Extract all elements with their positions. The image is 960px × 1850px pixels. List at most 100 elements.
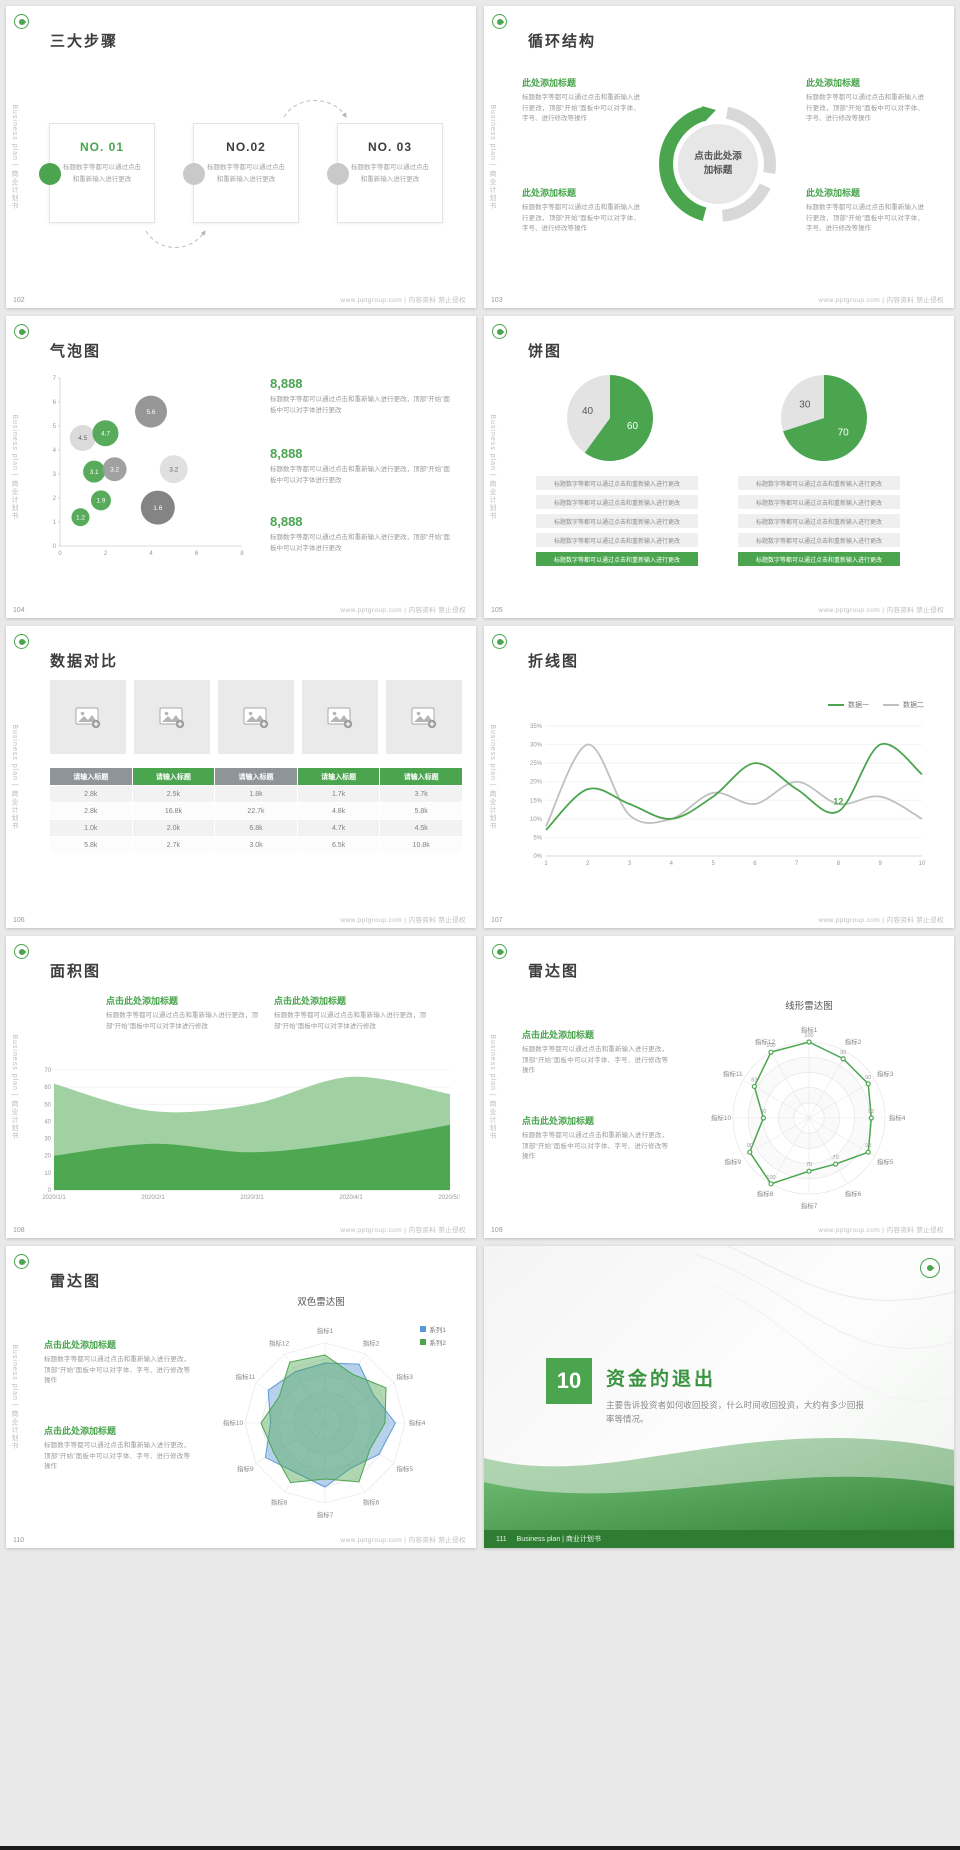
slide-103[interactable]: 点击此处添加标题 此处添加标题 标题数字等都可以通过点击和重新输入进行更改，顶部… [484,6,954,308]
brand-logo-icon [492,944,507,959]
svg-text:指标2: 指标2 [363,1338,380,1347]
footer-site: www.pptgroup.com | 内容资料 禁止侵权 [340,1227,466,1234]
slide-title: 雷达图 [50,1273,102,1290]
pie-note-row: 标题数字等都可以通过点击和重新输入进行更改 [738,514,900,528]
brand-logo-icon [492,634,507,649]
pie-note-row: 标题数字等都可以通过点击和重新输入进行更改 [738,495,900,509]
table-row: 2.8k 16.8k 22.7k 4.8k 5.8k [50,803,462,819]
slides-grid: NO. 01 标题数字等都可以通过点击和重新输入进行更改 NO.02 标题数字等… [6,6,954,1548]
step-bulge-icon [327,163,349,185]
svg-text:5: 5 [53,424,57,430]
footer-site: www.pptgroup.com | 内容资料 禁止侵权 [340,917,466,924]
slide-105[interactable]: 60 40 70 30 标题数字等都可以通过点击和重新输入进行更改 标题数字等都可以通… [484,316,954,618]
block-heading: 此处添加标题 [522,188,577,198]
legend-item: 数据一 [828,700,869,710]
step-number: NO. 01 [79,140,124,154]
svg-text:40: 40 [44,1119,51,1125]
stat-block: 8,888 标题数字等都可以通过点击和重新输入进行更改，顶部“开始”面板中可以对… [270,446,450,486]
screen-edge-bar [0,1846,960,1850]
svg-text:1: 1 [544,861,548,867]
block-body: 标题数字等都可以通过点击和重新输入进行更改，顶部“开始”面板中可以对字体进行修改 [274,1012,426,1030]
svg-text:4.7: 4.7 [101,430,110,437]
svg-text:1.2: 1.2 [76,514,85,521]
step-body: 标题数字等都可以通过点击和重新输入进行更改 [351,164,429,183]
table-cell: 16.8k [132,803,215,819]
radar-heading-block: 点击此处添加标题 标题数字等都可以通过点击和重新输入进行更改，顶部“开始”面板中… [44,1424,190,1473]
slide-title: 循环结构 [528,33,597,50]
svg-text:20%: 20% [530,780,543,786]
brand-logo-icon [492,14,507,29]
footer-site: www.pptgroup.com | 内容资料 禁止侵权 [818,917,944,924]
footer-label: Business plan | 商业计划书 [516,1536,601,1543]
step-card-1: NO. 01 标题数字等都可以通过点击和重新输入进行更改 [39,123,155,223]
svg-text:10: 10 [44,1171,51,1177]
page-number: 109 [491,1227,503,1234]
cycle-block: 此处添加标题 标题数字等都可以通过点击和重新输入进行更改，顶部“开始”面板中可以… [522,186,640,235]
slide-108[interactable]: 点击此处添加标题 标题数字等都可以通过点击和重新输入进行更改，顶部“开始”面板中… [6,936,476,1238]
slide-104[interactable]: 0 1 2 3 4 5 6 7 0 2 4 6 8 4.5 4.7 3.1 3.2 1.9 1.2 5.6 3.2 1.6… [6,316,476,618]
pie-note-row: 标题数字等都可以通过点击和重新输入进行更改 [536,495,698,509]
block-body: 标题数字等都可以通过点击和重新输入进行更改，顶部“开始”面板中可以对字体、字号、… [522,204,640,233]
svg-text:4: 4 [670,861,674,867]
svg-text:70: 70 [838,427,850,438]
table-header-cell: 请输入标题 [380,768,462,785]
table-row: 1.0k 2.0k 6.8k 4.7k 4.5k [50,820,462,836]
svg-text:20: 20 [44,1154,51,1160]
svg-text:100: 100 [766,1175,775,1181]
svg-text:指标6: 指标6 [845,1189,862,1198]
svg-text:2: 2 [586,861,590,867]
brand-logo-icon [920,1258,940,1278]
pie-note-row: 标题数字等都可以通过点击和重新输入进行更改 [738,552,900,566]
svg-text:30%: 30% [530,743,543,749]
svg-text:指标5: 指标5 [396,1464,413,1473]
svg-text:3: 3 [53,472,57,478]
table-header-cell: 请输入标题 [132,768,215,785]
slide-110[interactable]: 点击此处添加标题 标题数字等都可以通过点击和重新输入进行更改，顶部“开始”面板中… [6,1246,476,1548]
svg-text:25%: 25% [530,761,543,767]
svg-text:7: 7 [53,376,57,382]
table-cell: 6.5k [297,837,380,853]
svg-text:8: 8 [837,861,841,867]
svg-text:2020/1/1: 2020/1/1 [42,1195,66,1201]
block-heading: 点击此处添加标题 [274,996,347,1006]
slide-107[interactable]: 数据一 数据二 0% 5% 10% 15% 20% 25% 30% 35% 1 2 3 4 5 6 7 8 9 1… [484,626,954,928]
slide-109[interactable]: 点击此处添加标题 标题数字等都可以通过点击和重新输入进行更改，顶部“开始”面板中… [484,936,954,1238]
closing-wave-decoration [484,1246,954,1548]
slide-111[interactable]: 10 资金的退出 主要告诉投资者如何收回投资，什么时间收回投资，大约有多少回报率… [484,1246,954,1548]
svg-text:指标8: 指标8 [271,1498,288,1507]
table-cell: 4.7k [297,820,380,836]
cycle-ring-icon [659,106,776,222]
svg-text:指标7: 指标7 [801,1201,818,1210]
svg-text:6: 6 [753,861,757,867]
svg-text:4: 4 [149,551,153,557]
footer-site: www.pptgroup.com | 内容资料 禁止侵权 [818,1227,944,1234]
radar-heading-block: 点击此处添加标题 标题数字等都可以通过点击和重新输入进行更改，顶部“开始”面板中… [44,1338,190,1387]
image-icon [243,707,269,729]
step-bulge-icon [39,163,61,185]
pie-note-row: 标题数字等都可以通过点击和重新输入进行更改 [738,533,900,547]
line-legend: 数据一 数据二 [828,700,924,710]
svg-text:90: 90 [747,1143,753,1149]
slide-106[interactable]: 请输入标题 请输入标题 请输入标题 请输入标题 请输入标题 2.8k 2.5k 1.8k 1.7… [6,626,476,928]
table-cell: 3.0k [215,837,297,853]
svg-text:3: 3 [628,861,632,867]
block-body: 标题数字等都可以通过点击和重新输入进行更改，顶部“开始”面板中可以对字体进行修改 [106,1012,258,1030]
svg-text:10%: 10% [530,817,543,823]
brand-logo-icon [14,1254,29,1269]
svg-text:指标2: 指标2 [845,1037,862,1046]
step-card-3: NO. 03 标题数字等都可以通过点击和重新输入进行更改 [327,123,443,223]
legend-label: 系列2 [429,1340,446,1347]
side-label: Business plan | 商业计划书 [489,724,496,830]
section-number: 10 [546,1358,592,1404]
brand-logo-icon [492,324,507,339]
page-number: 105 [491,607,503,614]
block-body: 标题数字等都可以通过点击和重新输入进行更改，顶部“开始”面板中可以对字体、字号、… [806,204,924,233]
image-icon [159,707,185,729]
legend-label: 系列1 [429,1327,446,1334]
table-cell: 2.8k [50,786,132,802]
page-number: 103 [491,297,503,304]
slide-102[interactable]: NO. 01 标题数字等都可以通过点击和重新输入进行更改 NO.02 标题数字等… [6,6,476,308]
page-number: 111 [496,1535,507,1543]
image-placeholder [386,680,462,754]
svg-text:0%: 0% [533,854,542,860]
